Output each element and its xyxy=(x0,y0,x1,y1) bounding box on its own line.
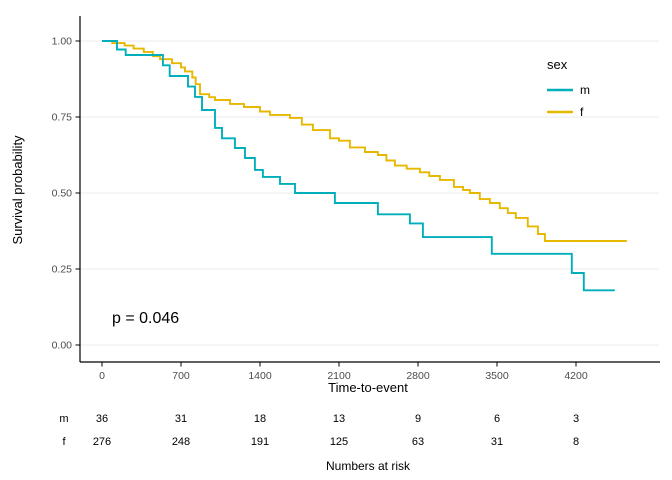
risk-row-label-f: f xyxy=(62,436,66,448)
risk-table: m f Numbers at risk xyxy=(59,413,411,473)
y-tick-label: 1.00 xyxy=(52,36,73,48)
x-tick-label: 700 xyxy=(172,370,190,382)
legend: sex m f xyxy=(547,57,590,119)
y-axis-title: Survival probability xyxy=(10,135,25,245)
survival-curve-m xyxy=(102,40,615,292)
x-tick-label: 3500 xyxy=(485,370,509,382)
x-tick-label: 1400 xyxy=(248,370,272,382)
legend-label-f: f xyxy=(580,105,584,119)
x-tick-label: 4200 xyxy=(564,370,588,382)
risk-count-f: 276 xyxy=(93,436,111,448)
risk-count-f: 191 xyxy=(251,436,269,448)
risk-count-f: 8 xyxy=(573,436,579,448)
y-tick-label: 0.00 xyxy=(52,340,73,352)
risk-row-label-m: m xyxy=(59,413,68,425)
legend-title: sex xyxy=(547,57,568,72)
p-value-annotation: p = 0.046 xyxy=(112,310,179,327)
survival-curves xyxy=(102,40,627,292)
risk-count-f: 63 xyxy=(412,436,424,448)
risk-count-f: 31 xyxy=(491,436,503,448)
y-tick-label: 0.50 xyxy=(52,188,73,200)
risk-count-m: 13 xyxy=(333,413,345,425)
tick-labels: 1.00 0.75 0.50 0.25 0.00 0 700 1400 2100 2800 3500… xyxy=(52,36,588,383)
x-axis-title: Time-to-event xyxy=(328,380,408,395)
risk-table-caption: Numbers at risk xyxy=(326,459,411,473)
risk-count-m: 31 xyxy=(175,413,187,425)
risk-count-f: 248 xyxy=(172,436,190,448)
x-tick-label: 2800 xyxy=(406,370,430,382)
y-tick-label: 0.75 xyxy=(52,112,73,124)
gridlines xyxy=(80,40,659,346)
survival-curve-f xyxy=(102,40,627,242)
risk-count-m: 6 xyxy=(494,413,500,425)
y-tick-label: 0.25 xyxy=(52,264,73,276)
risk-count-f: 125 xyxy=(330,436,348,448)
risk-count-m: 36 xyxy=(96,413,108,425)
risk-count-m: 18 xyxy=(254,413,266,425)
x-tick-label: 2100 xyxy=(327,370,351,382)
axes xyxy=(75,16,660,367)
legend-label-m: m xyxy=(580,83,590,97)
risk-count-m: 3 xyxy=(573,413,579,425)
risk-count-m: 9 xyxy=(415,413,421,425)
x-tick-label: 0 xyxy=(99,370,105,382)
